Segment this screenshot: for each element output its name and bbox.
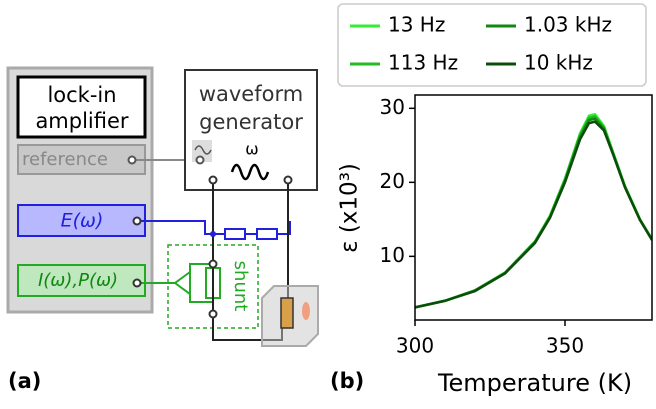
x-axis-label: Temperature (K) [437,369,632,397]
legend-label: 113 Hz [388,51,458,75]
series-line [415,112,652,309]
chart: (b) Temperature (K) ε (x10³) 10 20 30 300 35… [330,3,653,397]
node [210,231,216,237]
i-label: I(ω),P(ω) [38,270,118,291]
e-label: E(ω) [61,210,104,232]
terminal [208,259,218,269]
terminal [132,278,142,288]
generator-label: waveform [199,82,303,106]
panel-label: (b) [330,369,364,393]
x-tick-label: 300 [396,334,434,358]
circuit-diagram: lock-in amplifier reference waveform gen… [6,66,319,393]
resistor [256,228,278,240]
legend-label: 1.03 kHz [524,13,612,37]
reference-label: reference [22,149,108,170]
legend [337,3,647,87]
generator-label: generator [199,110,303,134]
wire [141,220,291,235]
sample [280,297,294,329]
buffer [173,270,191,296]
terminal [127,155,137,165]
series-line [415,120,652,309]
lockin-box [16,75,147,139]
series-line [415,115,652,309]
lockin-label: amplifier [35,109,128,133]
plot-lines [415,112,652,309]
sine-icon [194,145,212,155]
omega-label: ω [245,140,258,159]
series-line [415,117,652,309]
lockin-label: lock-in [47,83,116,107]
terminal [195,155,205,165]
ref-out [192,140,212,162]
y-axis-label: ε (x10³) [337,163,363,253]
shunt-label: shunt [230,261,251,312]
terminal [283,175,293,185]
y-tick-label: 20 [380,169,405,193]
plot-frame [414,94,653,321]
resistor [224,228,246,240]
x-tick-label: 350 [546,334,584,358]
terminal [208,309,218,319]
y-tick-label: 30 [380,95,405,119]
i-box [17,264,146,297]
wire [189,263,213,303]
legend-label: 10 kHz [524,51,593,75]
terminal [208,175,218,185]
e-box [17,204,146,237]
reference-box [17,144,146,175]
sine-icon [230,163,270,181]
terminal [132,216,142,226]
panel-label: (a) [8,369,41,393]
y-tick-label: 10 [380,243,405,267]
sample-electrode [302,302,310,320]
legend-label: 13 Hz [388,13,445,37]
